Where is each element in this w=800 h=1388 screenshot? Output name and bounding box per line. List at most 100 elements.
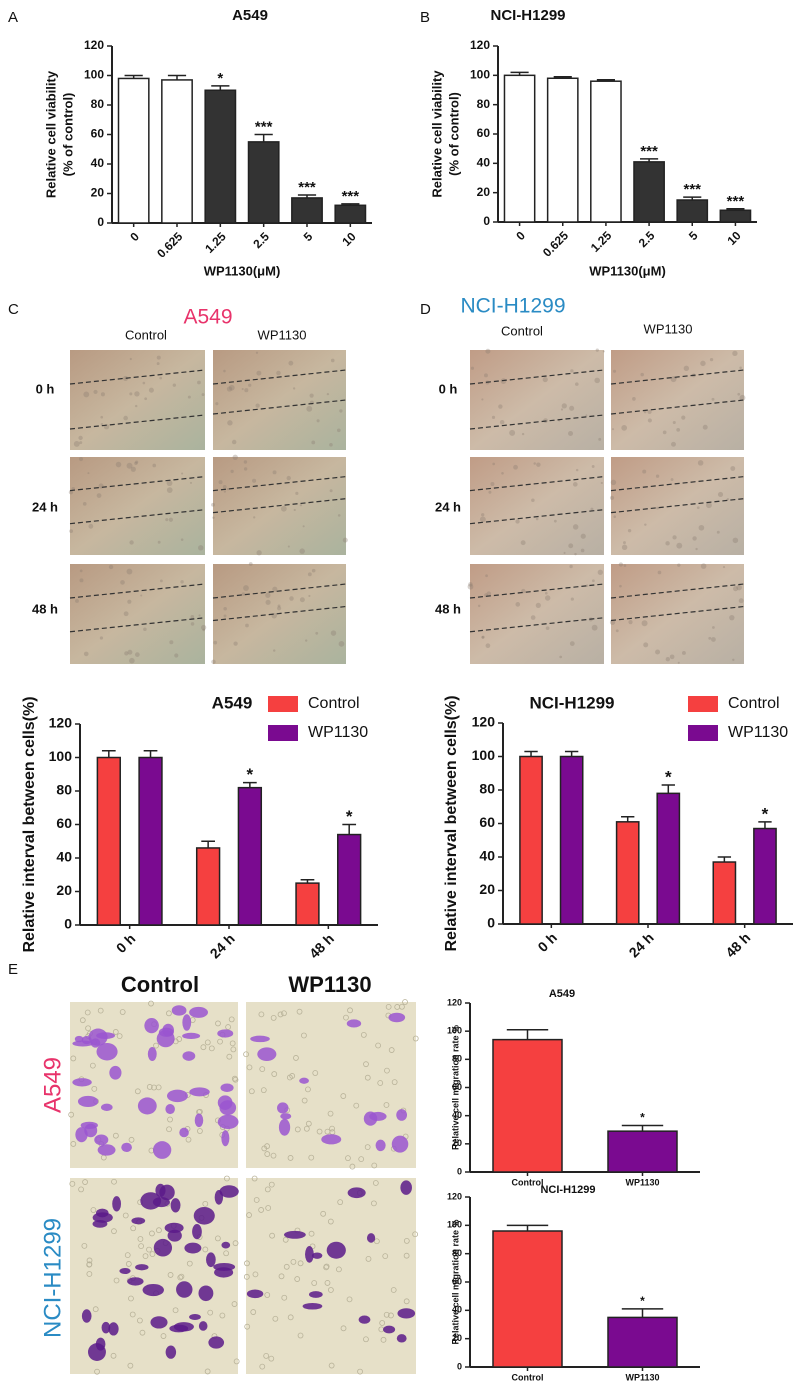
stained-cell	[81, 1309, 92, 1323]
cell-speck	[338, 641, 345, 647]
bar	[719, 209, 752, 223]
cell-speck	[488, 490, 492, 494]
pore	[403, 1238, 410, 1244]
error-bar	[341, 203, 360, 206]
pore	[142, 1253, 149, 1259]
pore	[244, 1260, 250, 1267]
stained-cell	[100, 1103, 113, 1111]
cell-speck	[732, 658, 735, 661]
cell-speck	[226, 386, 233, 392]
wound-edge	[69, 509, 206, 525]
x-tick-label: 0.625	[540, 228, 571, 259]
pore	[347, 1007, 353, 1014]
cell-speck	[737, 392, 741, 396]
cell-speck	[628, 620, 633, 625]
wound-edge	[610, 476, 745, 492]
cell-speck	[256, 370, 262, 376]
pore	[90, 1207, 97, 1213]
pore	[281, 1294, 288, 1301]
stained-cell	[217, 1029, 234, 1038]
cell-speck	[730, 466, 736, 471]
stained-cell	[140, 1192, 162, 1210]
cell-speck	[677, 661, 680, 664]
pore	[232, 1076, 239, 1083]
pore	[264, 1186, 271, 1193]
cell-speck	[569, 564, 573, 569]
cell-speck	[143, 627, 147, 632]
legend-label: WP1130	[308, 724, 368, 741]
chart-title: NCI-H1299	[540, 1184, 595, 1196]
y-tick-label: 60	[56, 815, 72, 831]
stained-cell	[326, 1241, 346, 1259]
error-bar	[621, 1124, 664, 1132]
pore	[129, 1311, 136, 1318]
cell-speck	[166, 487, 173, 493]
x-tick-label: 1.25	[202, 229, 229, 256]
stained-cell	[221, 1241, 231, 1249]
significance: *	[217, 70, 223, 87]
stained-cell	[80, 1121, 98, 1130]
pore	[81, 1242, 88, 1249]
significance: ***	[640, 143, 658, 160]
stained-cell	[311, 1252, 323, 1259]
cell-speck	[172, 383, 177, 387]
cell-speck	[468, 582, 473, 587]
wound-edge	[469, 509, 605, 525]
stained-cell	[250, 1035, 270, 1043]
pore	[264, 1292, 271, 1298]
legend-label: Control	[308, 695, 360, 712]
cell-speck	[127, 599, 132, 604]
stained-cell	[208, 1336, 225, 1349]
pore	[146, 1246, 152, 1253]
significance: ***	[255, 118, 273, 135]
y-tick-label: 60	[452, 1276, 462, 1286]
pore	[303, 1125, 310, 1132]
pore	[372, 1180, 379, 1186]
cell-speck	[82, 502, 87, 506]
y-tick-label: 120	[447, 997, 462, 1007]
y-tick-label: 40	[91, 156, 105, 170]
cell-speck	[585, 414, 588, 417]
micrograph	[246, 1178, 416, 1374]
x-tick-label: 0 h	[113, 930, 139, 956]
cell-speck	[248, 562, 253, 566]
stained-cell	[206, 1252, 216, 1268]
pore	[297, 1332, 304, 1339]
bar	[295, 882, 320, 926]
y-tick-label: 60	[479, 814, 495, 830]
bar	[247, 141, 280, 224]
stained-cell	[396, 1334, 407, 1343]
cell-speck	[676, 542, 683, 549]
cell-speck	[486, 591, 492, 596]
pore	[151, 1084, 157, 1091]
cell-speck	[142, 381, 146, 385]
pore	[260, 1087, 267, 1094]
cell-speck	[213, 640, 218, 645]
pore	[231, 1301, 238, 1307]
y-tick-label: 0	[457, 1361, 462, 1371]
pore	[91, 1085, 98, 1092]
pore	[297, 1260, 304, 1267]
pore	[177, 1274, 184, 1281]
stained-cell	[165, 1345, 177, 1359]
stained-cell	[182, 1014, 192, 1031]
cell-speck	[68, 490, 74, 495]
stained-cell	[176, 1281, 193, 1298]
bar	[291, 197, 323, 224]
pore	[301, 1032, 307, 1039]
cell-speck	[655, 649, 661, 655]
cell-speck	[245, 623, 249, 628]
wound-edge	[212, 369, 347, 385]
cell-speck	[129, 540, 134, 545]
wound-edge	[469, 617, 605, 633]
cell-speck	[277, 604, 281, 608]
x-tick-label: 48 h	[306, 930, 337, 961]
pore	[94, 1368, 100, 1375]
stained-cell	[198, 1321, 208, 1331]
pore	[78, 1186, 84, 1193]
cell-speck	[211, 659, 216, 665]
x-tick-label: 10	[339, 229, 359, 249]
cell-speck	[148, 387, 154, 393]
stained-cell	[144, 1017, 159, 1034]
y-tick-label: 80	[91, 97, 105, 111]
